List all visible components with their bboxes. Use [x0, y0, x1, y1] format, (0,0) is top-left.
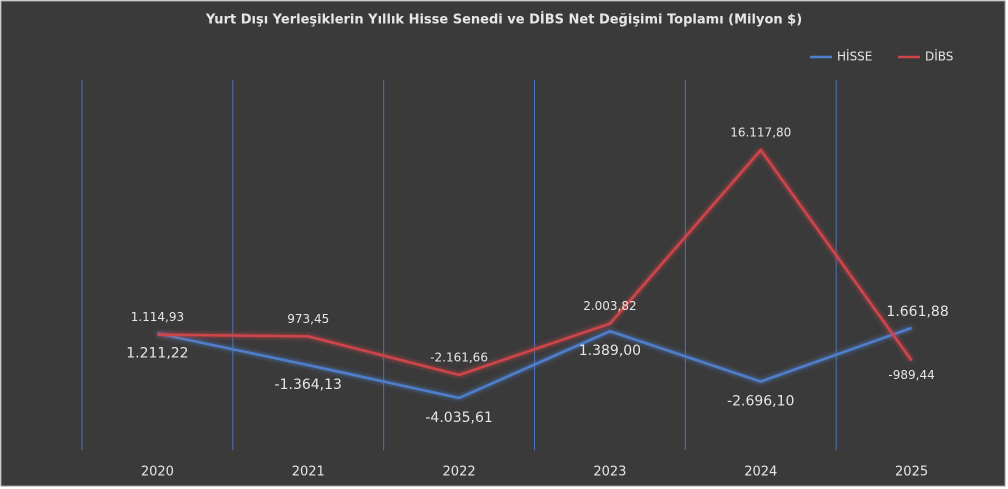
data-label: -4.035,61 [425, 410, 492, 426]
data-label: -2.696,10 [727, 394, 794, 410]
x-tick-label: 2020 [141, 465, 174, 480]
legend-label: DİBS [925, 49, 953, 64]
x-tick-label: 2024 [744, 465, 777, 480]
data-label: 2.003,82 [583, 299, 636, 313]
data-label: -1.364,13 [275, 377, 342, 393]
series-line [157, 147, 913, 377]
x-tick-label: 2021 [292, 465, 325, 480]
x-tick-label: 2022 [443, 465, 476, 480]
chart-title: Yurt Dışı Yerleşiklerin Yıllık Hisse Sen… [205, 12, 802, 28]
x-tick-label: 2023 [593, 465, 626, 480]
data-label: 16.117,80 [730, 126, 791, 140]
data-label: 973,45 [287, 312, 329, 326]
data-label: -989,44 [888, 368, 934, 382]
x-tick-label: 2025 [895, 465, 928, 480]
data-label: 1.211,22 [126, 345, 188, 361]
data-label: 1.389,00 [579, 343, 641, 359]
data-label: 1.114,93 [131, 310, 184, 324]
legend-label: HİSSE [837, 49, 872, 64]
data-label: -2.161,66 [430, 350, 488, 364]
data-label: 1.661,88 [886, 304, 948, 320]
series-line [157, 326, 913, 400]
